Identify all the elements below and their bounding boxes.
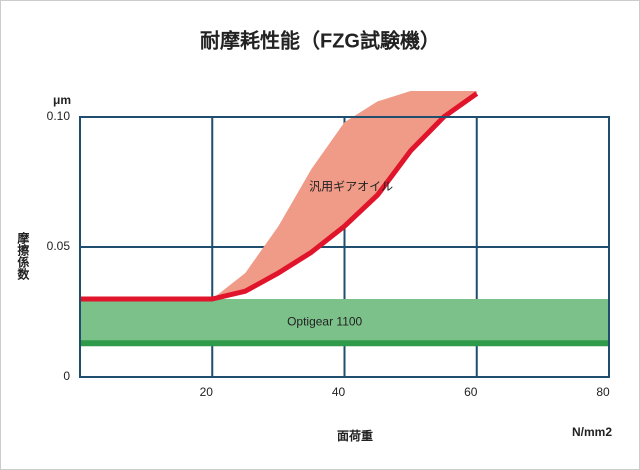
x-tick-label: 60 (464, 385, 478, 399)
y-axis-label: 摩擦係数 (16, 231, 30, 281)
y-unit: μm (53, 93, 71, 107)
x-axis-label: 面荷重 (337, 428, 373, 443)
line (80, 91, 479, 302)
y-tick-label: 0 (63, 369, 70, 383)
y-tick-label: 0.10 (47, 109, 71, 123)
x-unit: N/mm2 (572, 425, 612, 439)
band-area (80, 299, 609, 344)
series-label: 汎用ギアオイル (309, 179, 393, 193)
x-tick-label: 40 (332, 385, 346, 399)
chart-title: 耐摩耗性能（FZG試験機） (200, 28, 440, 52)
x-tick-label: 80 (596, 385, 610, 399)
x-tick-label: 20 (200, 385, 214, 399)
plot-frame (79, 116, 610, 378)
y-tick-label: 0.05 (47, 239, 71, 253)
band-area (80, 91, 477, 299)
series-label: Optigear 1100 (287, 315, 362, 329)
